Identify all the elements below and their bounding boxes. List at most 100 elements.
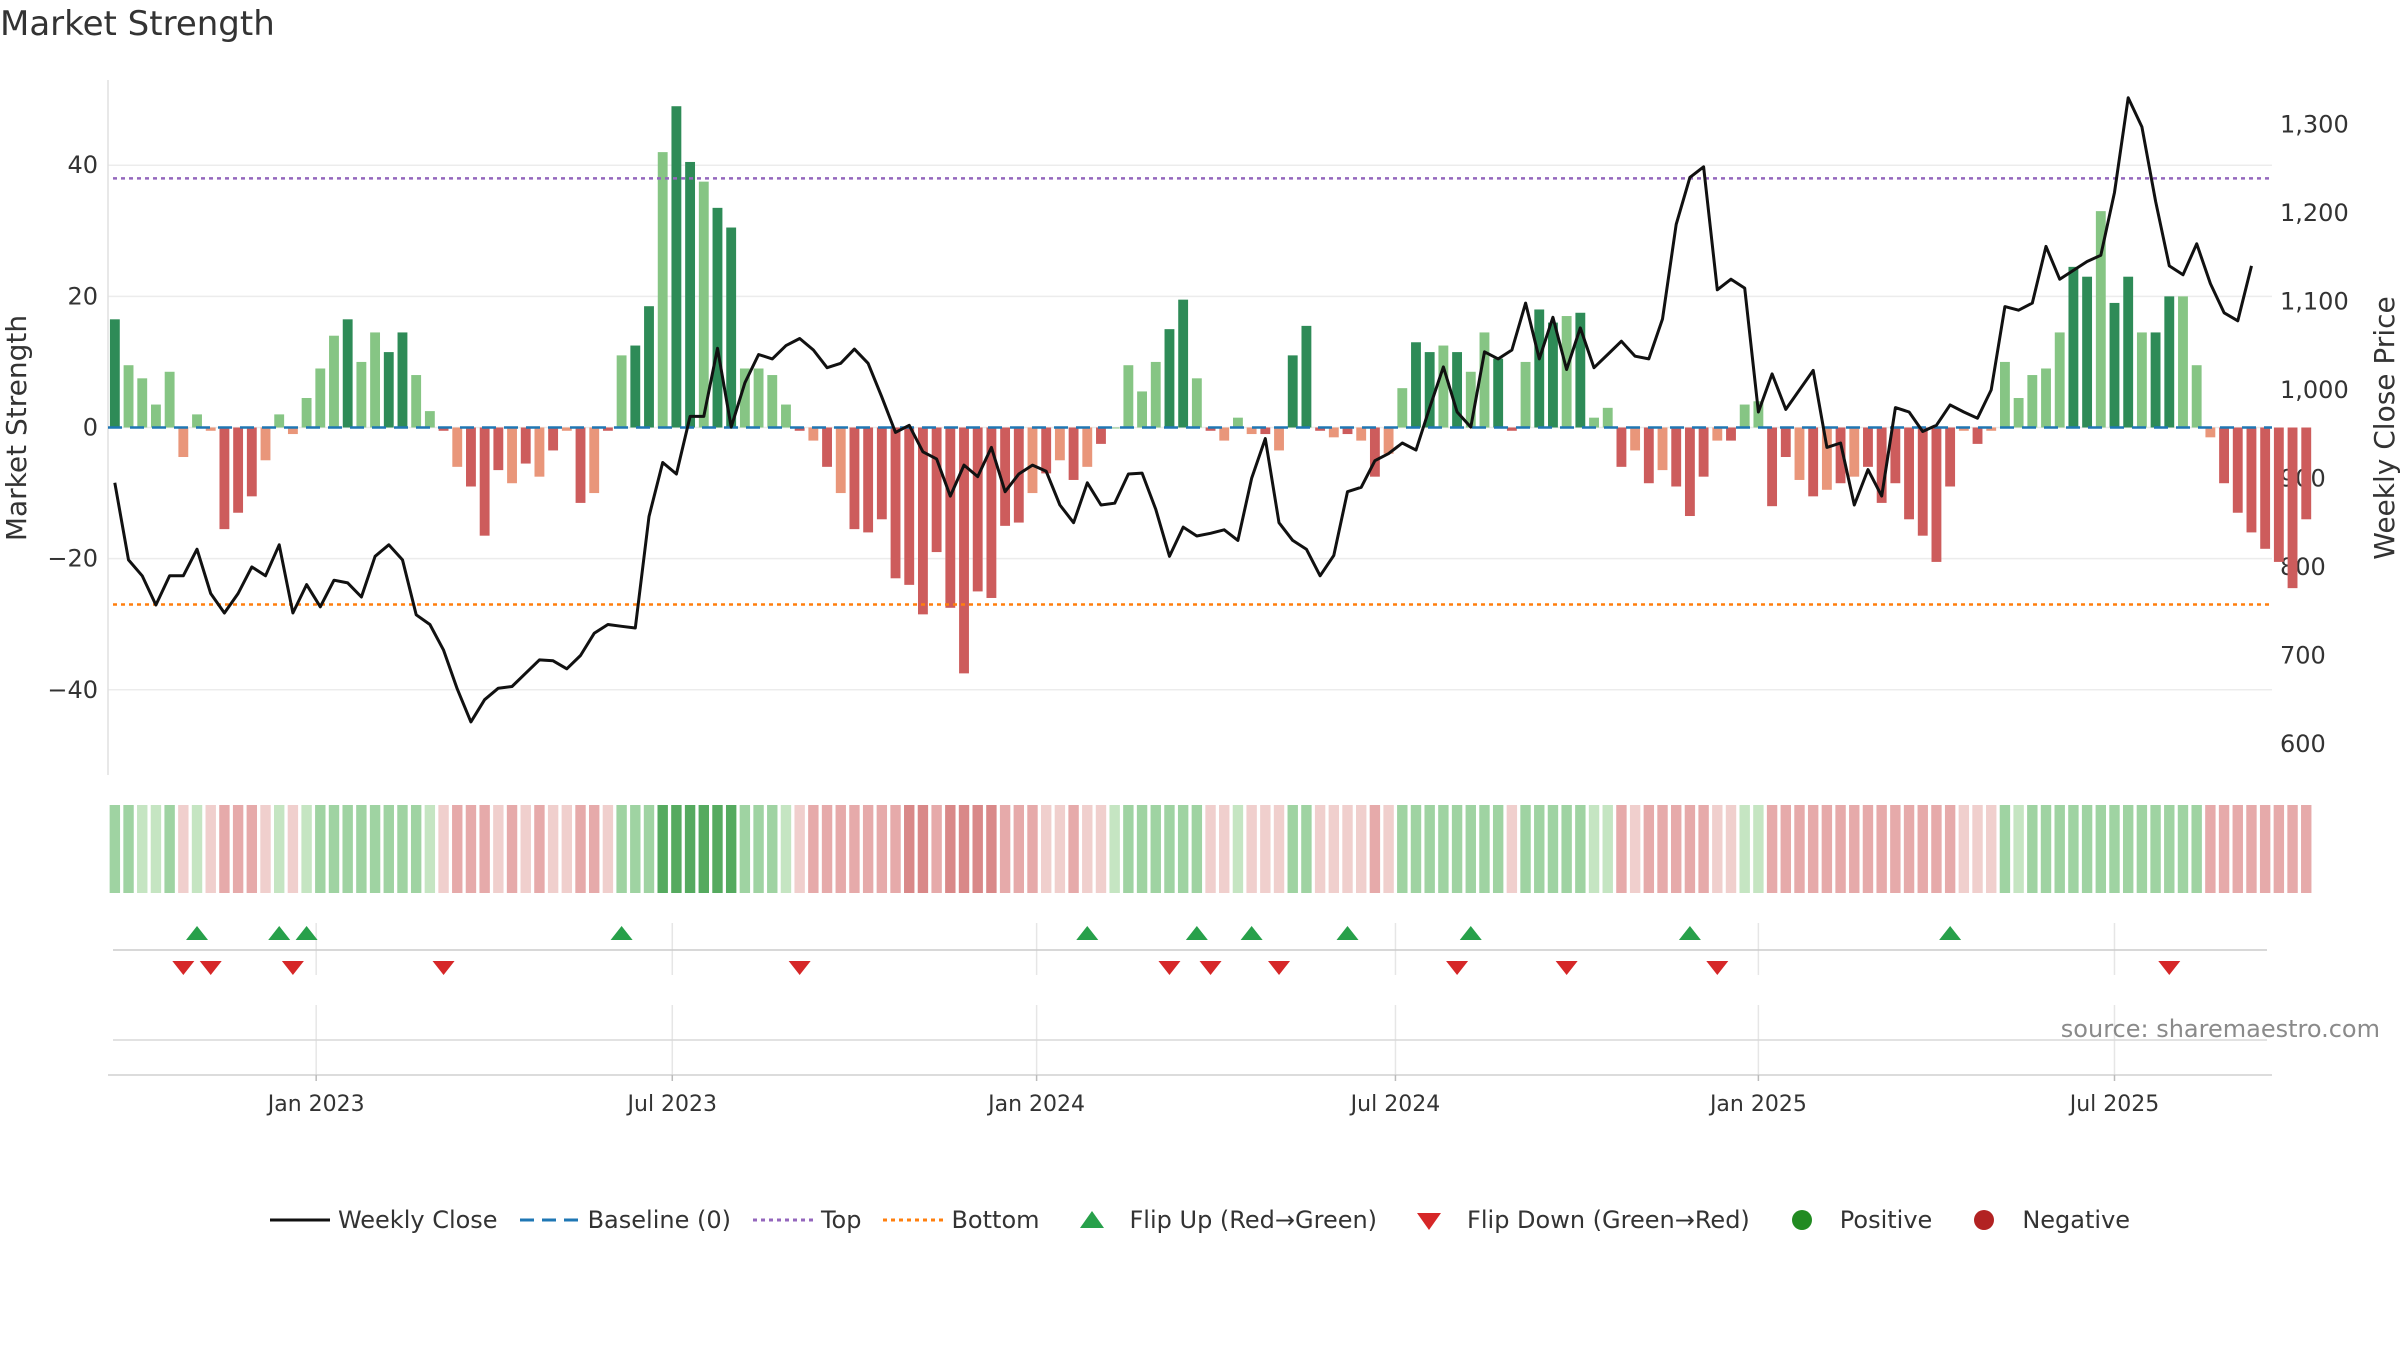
bar-negative [904, 427, 915, 585]
bar-positive [1137, 391, 1147, 428]
bar-positive [356, 361, 367, 428]
flip-down-marker [172, 961, 195, 975]
heat-cell [904, 805, 915, 893]
heat-cell [1054, 805, 1066, 893]
heat-cell [465, 805, 477, 893]
baseline-swatch-icon [519, 1206, 580, 1234]
bar-positive [192, 414, 202, 428]
bar-negative [1917, 427, 1928, 536]
bar-negative [1945, 427, 1956, 487]
heat-cell [972, 805, 983, 893]
heat-cell [684, 805, 696, 893]
bar-positive [151, 404, 161, 428]
bar-positive [1191, 378, 1202, 428]
legend-item-flip-up[interactable]: Flip Up (Red→Green) [1062, 1206, 1377, 1234]
legend-item-positive[interactable]: Positive [1772, 1206, 1932, 1234]
bar-positive [1438, 345, 1449, 428]
flip-down-marker [1555, 961, 1578, 975]
heat-cell [232, 805, 244, 893]
bar-negative [1972, 427, 1983, 444]
bar-positive [1411, 342, 1421, 428]
legend-label-flip-down: Flip Down (Green→Red) [1467, 1206, 1750, 1234]
heat-cell [547, 805, 559, 893]
heat-cell [1794, 805, 1805, 893]
bar-positive [1287, 355, 1298, 428]
heat-cell [1657, 805, 1668, 893]
heat-cell [931, 805, 942, 893]
heat-cell [602, 805, 614, 893]
legend-item-baseline[interactable]: Baseline (0) [519, 1206, 731, 1234]
bar-negative [2301, 427, 2312, 520]
bar-negative [2232, 427, 2243, 513]
legend-item-bottom[interactable]: Bottom [883, 1206, 1040, 1234]
heat-cell [1232, 805, 1244, 893]
bar-negative [1931, 427, 1942, 562]
flip-down-marker [281, 961, 304, 975]
heat-cell [821, 805, 833, 893]
bar-negative [849, 427, 860, 530]
bar-negative [1054, 427, 1065, 461]
bar-negative [959, 427, 969, 674]
bar-negative [931, 427, 942, 553]
heat-cell [1862, 805, 1874, 893]
heat-cell [1944, 805, 1956, 893]
heat-cell [2177, 805, 2189, 893]
bar-positive [726, 227, 737, 428]
bar-negative [1767, 427, 1778, 507]
bar-positive [123, 365, 134, 428]
bar-negative [466, 427, 476, 487]
bar-positive [671, 106, 682, 428]
bar-negative [1849, 427, 1860, 477]
heat-cell [1986, 805, 1997, 893]
flip-up-marker [1459, 926, 1482, 940]
legend-label-weekly-close: Weekly Close [337, 1206, 498, 1234]
heat-cell [1013, 805, 1025, 893]
heat-cell [150, 805, 162, 893]
x-tick-label: Jan 2024 [986, 1092, 1085, 1117]
bar-positive [2013, 397, 2024, 428]
bar-negative [1835, 427, 1846, 484]
heat-cell [808, 805, 819, 893]
heat-cell [438, 805, 449, 893]
bar-positive [1301, 325, 1312, 428]
bar-positive [2191, 365, 2202, 428]
bar-negative [876, 427, 887, 520]
heat-cell [1684, 805, 1696, 893]
bar-positive [1534, 309, 1545, 428]
heat-cell [1575, 805, 1586, 893]
bar-negative [575, 427, 586, 503]
bar-negative [986, 427, 997, 598]
flip-up-marker [1678, 926, 1701, 940]
bar-positive [2027, 375, 2038, 428]
bar-negative [2260, 427, 2271, 549]
heat-cell [452, 805, 463, 893]
y2-tick-label: 1,100 [2280, 287, 2349, 315]
heat-cell [164, 805, 175, 893]
bar-positive [424, 411, 435, 428]
heat-cell [589, 805, 600, 893]
bar-negative [1356, 427, 1367, 441]
heat-cell [1492, 805, 1504, 893]
heat-cell [2191, 805, 2202, 893]
legend-item-top[interactable]: Top [752, 1206, 861, 1234]
heat-cell [1397, 805, 1408, 893]
positive-dot-icon [1772, 1206, 1832, 1234]
bar-negative [548, 427, 559, 451]
heat-cell [1410, 805, 1422, 893]
bar-positive [2123, 276, 2134, 428]
legend-item-flip-down[interactable]: Flip Down (Green→Red) [1399, 1206, 1750, 1234]
legend-item-negative[interactable]: Negative [1954, 1206, 2130, 1234]
legend-item-weekly-close[interactable]: Weekly Close [269, 1206, 498, 1234]
heat-cell [2095, 805, 2107, 893]
bar-positive [274, 414, 285, 428]
heat-cell [1753, 805, 1764, 893]
bar-positive [2068, 266, 2079, 428]
heat-cell [1821, 805, 1833, 893]
bar-negative [520, 427, 531, 464]
heat-cell [1040, 805, 1052, 893]
heat-cell [219, 805, 230, 893]
heat-cell [287, 805, 299, 893]
y-tick-label: −40 [47, 676, 98, 704]
bar-negative [1096, 427, 1106, 444]
